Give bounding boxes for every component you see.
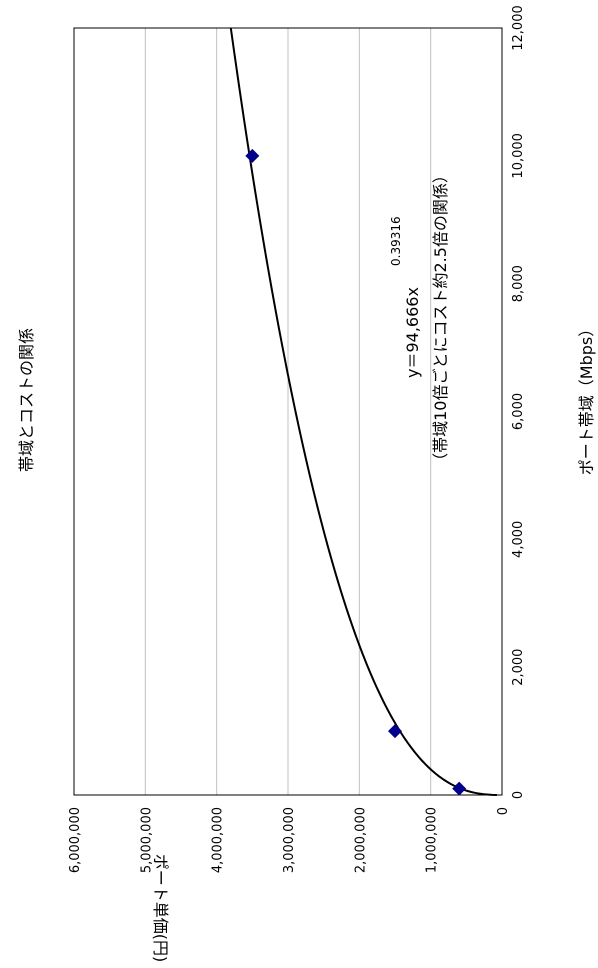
x-tick-label: 2,000 — [511, 649, 526, 686]
y-tick-label: 2,000,000 — [353, 807, 368, 873]
equation: y＝94,666x 0.39316 — [389, 216, 422, 378]
annotation-text: （帯域10倍ごとにコスト約2.5倍の関係） — [431, 167, 450, 469]
chart-title: 帯域とコストの関係 — [17, 328, 36, 472]
x-tick-label: 12,000 — [511, 5, 526, 51]
y-tick-label: 6,000,000 — [68, 807, 83, 873]
data-point — [388, 724, 402, 739]
y-tick-label: 4,000,000 — [211, 807, 226, 873]
data-point — [245, 148, 260, 163]
data-point — [452, 781, 467, 796]
x-tick-labels: 0 2,000 4,000 6,000 8,000 10,000 12,000 — [511, 5, 526, 799]
equation-exponent: 0.39316 — [389, 216, 403, 266]
y-tick-label: 1,000,000 — [425, 807, 440, 873]
y-tick-label: 0 — [496, 807, 511, 815]
y-tick-labels: 0 1,000,000 2,000,000 3,000,000 4,000,000 5,0… — [68, 807, 511, 873]
grid-lines — [144, 28, 432, 795]
trendline — [229, 27, 497, 796]
x-tick-label: 8,000 — [511, 265, 526, 302]
x-axis-label: ポート帯域（Mbps） — [577, 321, 596, 475]
equation-text: y＝94,666x — [403, 287, 422, 378]
y-tick-label: 3,000,000 — [282, 807, 297, 873]
data-points — [245, 148, 467, 796]
x-tick-label: 0 — [511, 791, 526, 799]
x-tick-label: 6,000 — [511, 393, 526, 430]
x-tick-label: 10,000 — [511, 133, 526, 179]
x-tick-label: 4,000 — [511, 521, 526, 558]
plot-area — [73, 27, 503, 796]
y-tick-label: 5,000,000 — [139, 807, 154, 873]
y-axis-label: ポート単価(円) — [151, 854, 170, 963]
